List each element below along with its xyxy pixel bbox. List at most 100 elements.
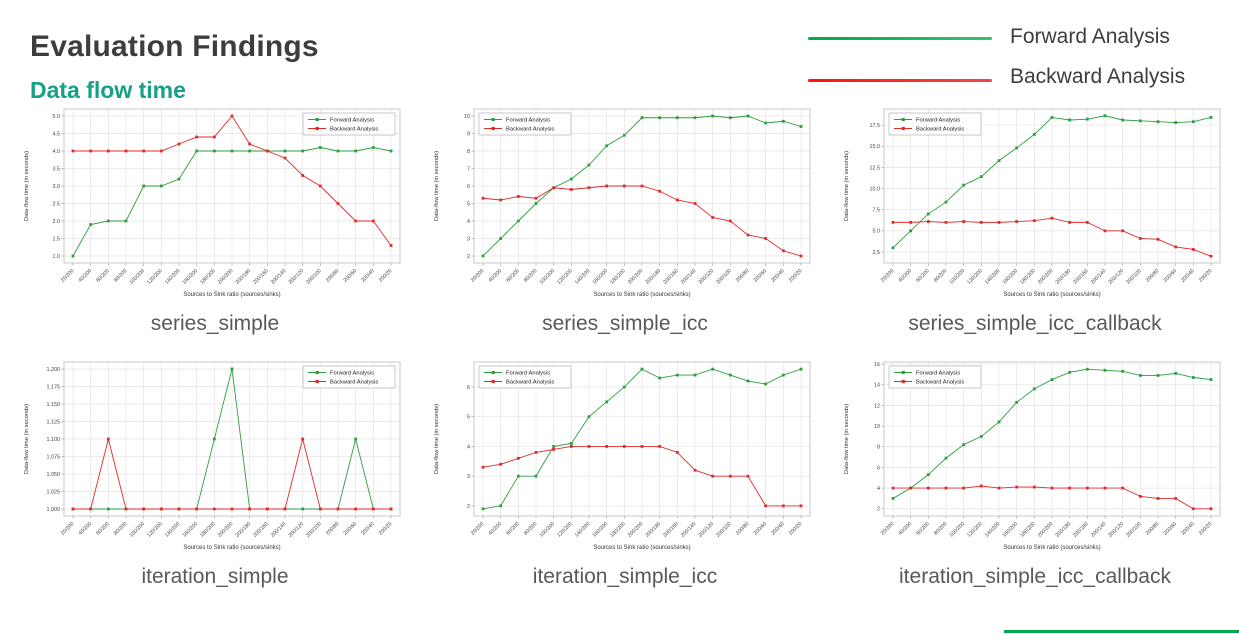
- svg-text:200/160: 200/160: [1072, 268, 1090, 286]
- backward-analysis-legend-label: Backward Analysis: [506, 380, 554, 386]
- svg-text:200/120: 200/120: [1108, 268, 1126, 286]
- svg-text:120/200: 120/200: [966, 268, 984, 286]
- chart-figure-iteration-simple-icc: 2 3 4 5 6 20/200 40/200 60/200 80/200 100/200 120/…: [434, 361, 811, 551]
- svg-text:120/200: 120/200: [556, 521, 574, 539]
- backward-analysis-markers: [891, 484, 1213, 511]
- svg-text:160/200: 160/200: [592, 521, 610, 539]
- svg-text:200/160: 200/160: [252, 268, 270, 286]
- svg-text:160/200: 160/200: [592, 268, 610, 286]
- svg-text:200/120: 200/120: [698, 268, 716, 286]
- forward-analysis-legend: Forward Analysis: [808, 20, 1228, 60]
- slide-legend: Forward Analysis Backward Analysis: [808, 20, 1228, 100]
- svg-text:60/200: 60/200: [505, 521, 521, 537]
- svg-text:5.0: 5.0: [53, 114, 61, 120]
- svg-text:200/200: 200/200: [1037, 268, 1055, 286]
- svg-text:5: 5: [467, 415, 470, 421]
- svg-text:40/200: 40/200: [898, 521, 914, 537]
- svg-text:200/40: 200/40: [770, 521, 786, 537]
- y-axis-label: Data-flow time (in seconds): [844, 151, 850, 221]
- svg-text:200/160: 200/160: [252, 521, 270, 539]
- svg-text:120/200: 120/200: [556, 268, 574, 286]
- forward-analysis-markers: [71, 146, 393, 258]
- svg-text:1.200: 1.200: [47, 367, 61, 373]
- backward-analysis-markers: [71, 114, 393, 247]
- svg-text:2.0: 2.0: [53, 219, 61, 225]
- chart-legend: Forward Analysis Backward Analysis: [478, 365, 572, 389]
- svg-text:100/200: 100/200: [539, 521, 557, 539]
- svg-text:200/80: 200/80: [325, 521, 341, 537]
- svg-text:3.0: 3.0: [53, 184, 61, 190]
- footer-accent-line: [1004, 630, 1239, 633]
- svg-text:200/40: 200/40: [1180, 268, 1196, 284]
- svg-text:200/60: 200/60: [753, 521, 769, 537]
- svg-text:200/80: 200/80: [1145, 521, 1161, 537]
- backward-analysis-markers: [891, 216, 1213, 258]
- svg-text:2.5: 2.5: [873, 250, 881, 256]
- chart-caption-iteration-simple-icc-callback: iteration_simple_icc_callback: [899, 565, 1171, 588]
- forward-analysis-legend-label: Forward Analysis: [330, 118, 374, 124]
- chart-cell-iteration-simple-icc: 2 3 4 5 6 20/200 40/200 60/200 80/200 100/200 120/…: [428, 356, 822, 589]
- chart-figure-series-simple: 1.0 1.5 2.0 2.5 3.0 3.5 4.0 4.5 5.0 20/200 40/200 6…: [24, 108, 401, 298]
- page-subtitle: Data flow time: [30, 77, 186, 104]
- svg-text:10.0: 10.0: [870, 186, 881, 192]
- svg-text:2: 2: [467, 254, 470, 260]
- svg-text:7.5: 7.5: [873, 208, 881, 214]
- svg-text:180/200: 180/200: [1019, 521, 1037, 539]
- svg-text:100/200: 100/200: [129, 521, 147, 539]
- y-axis-label: Data-flow time (in seconds): [434, 151, 440, 221]
- chart-legend: Forward Analysis Backward Analysis: [478, 112, 572, 136]
- backward-analysis-legend-label: Backward Analysis: [916, 380, 964, 386]
- svg-text:20/200: 20/200: [60, 268, 76, 284]
- svg-text:1.000: 1.000: [47, 507, 61, 513]
- chart-figure-series-simple-icc-callback: 2.5 5.0 7.5 10.0 12.5 15.0 17.5 20/200 40/200 60/…: [844, 108, 1221, 298]
- y-tick-labels: 2 3 4 5 6: [467, 385, 470, 510]
- svg-text:3: 3: [467, 474, 470, 480]
- chart-caption-iteration-simple: iteration_simple: [141, 565, 289, 588]
- svg-text:16: 16: [874, 362, 880, 368]
- svg-text:200/120: 200/120: [698, 521, 716, 539]
- svg-text:140/200: 140/200: [164, 521, 182, 539]
- forward-analysis-label: Forward Analysis: [1010, 25, 1170, 48]
- svg-text:200/100: 200/100: [715, 268, 733, 286]
- svg-text:10: 10: [874, 424, 880, 430]
- chart-figure-series-simple-icc: 2 3 4 5 6 7 8 9 10 20/200 40/200 60/200 80/200 100/20…: [434, 108, 811, 298]
- svg-text:1.100: 1.100: [47, 437, 61, 443]
- chart-grid: 1.0 1.5 2.0 2.5 3.0 3.5 4.0 4.5 5.0 20/200 40/200 6…: [18, 103, 1232, 589]
- chart-legend: Forward Analysis Backward Analysis: [888, 365, 982, 389]
- y-tick-labels: 2.5 5.0 7.5 10.0 12.5 15.0 17.5: [870, 123, 881, 256]
- svg-text:120/200: 120/200: [146, 521, 164, 539]
- svg-text:200/40: 200/40: [360, 268, 376, 284]
- svg-text:200/160: 200/160: [1072, 521, 1090, 539]
- backward-analysis-legend-label: Backward Analysis: [330, 127, 378, 133]
- y-tick-labels: 1.0 1.5 2.0 2.5 3.0 3.5 4.0 4.5 5.0: [53, 114, 61, 260]
- svg-text:100/200: 100/200: [949, 521, 967, 539]
- svg-text:1.075: 1.075: [47, 454, 61, 460]
- chart-cell-iteration-simple: 1.000 1.025 1.050 1.075 1.100 1.125 1.150 1.175…: [18, 356, 412, 589]
- svg-text:180/200: 180/200: [609, 521, 627, 539]
- svg-text:40/200: 40/200: [78, 268, 94, 284]
- svg-text:200/100: 200/100: [715, 521, 733, 539]
- backward-analysis-markers: [481, 184, 803, 258]
- svg-text:4.0: 4.0: [53, 149, 61, 155]
- svg-text:200/20: 200/20: [788, 268, 804, 284]
- chart-figure-iteration-simple-icc-callback: 2 4 6 8 10 12 14 16 20/200 40/200 60/200 80/200 100/…: [844, 361, 1221, 551]
- svg-text:200/100: 200/100: [305, 521, 323, 539]
- svg-text:180/200: 180/200: [199, 521, 217, 539]
- svg-text:180/200: 180/200: [199, 268, 217, 286]
- svg-text:1.050: 1.050: [47, 472, 61, 478]
- svg-text:200/40: 200/40: [360, 521, 376, 537]
- forward-analysis-legend-label: Forward Analysis: [506, 118, 550, 124]
- svg-text:200/120: 200/120: [1108, 521, 1126, 539]
- x-axis-label: Sources to Sink ratio (sources/sinks): [593, 545, 690, 551]
- svg-text:80/200: 80/200: [933, 521, 949, 537]
- svg-text:140/200: 140/200: [984, 521, 1002, 539]
- chart-figure-iteration-simple: 1.000 1.025 1.050 1.075 1.100 1.125 1.150 1.175…: [24, 361, 401, 551]
- svg-text:140/200: 140/200: [574, 521, 592, 539]
- chart-legend: Forward Analysis Backward Analysis: [302, 365, 396, 389]
- x-axis-label: Sources to Sink ratio (sources/sinks): [183, 545, 280, 551]
- svg-text:120/200: 120/200: [146, 268, 164, 286]
- svg-text:200/80: 200/80: [735, 521, 751, 537]
- svg-text:200/140: 200/140: [680, 268, 698, 286]
- forward-analysis-legend-label: Forward Analysis: [330, 371, 374, 377]
- forward-analysis-markers: [891, 114, 1213, 250]
